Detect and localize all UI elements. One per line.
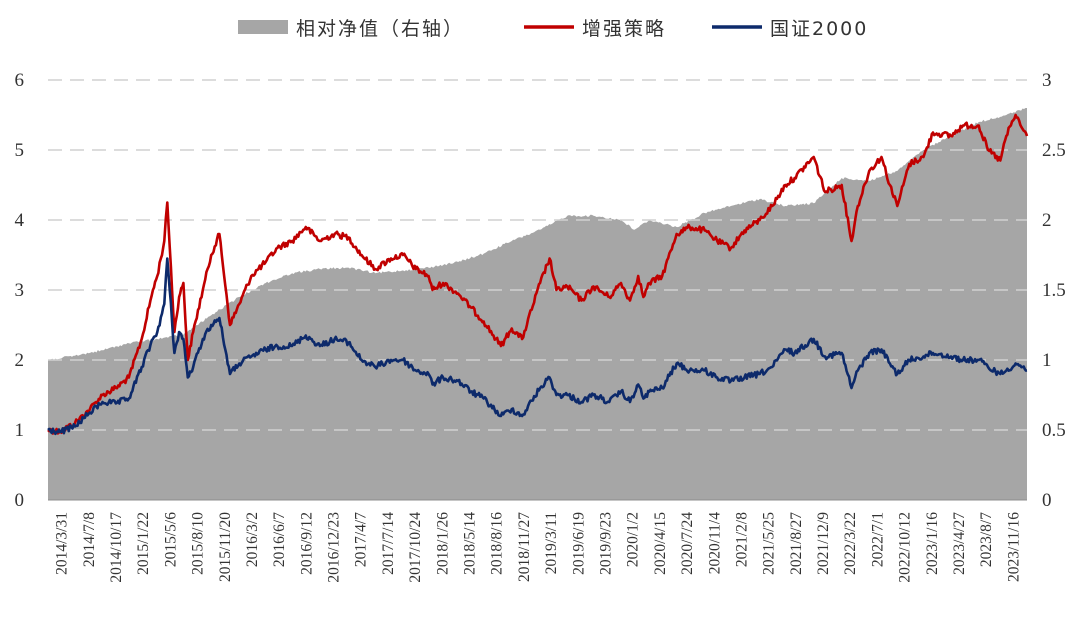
line-strategy [47, 113, 1029, 435]
x-tick-label: 2022/3/22 [842, 512, 859, 575]
right-tick-label: 2 [1042, 210, 1052, 231]
legend-label-area: 相对净值（右轴） [296, 18, 464, 40]
x-tick-label: 2016/3/2 [244, 512, 261, 567]
right-tick-label: 1.5 [1042, 280, 1066, 301]
x-tick-label: 2016/12/23 [326, 512, 343, 583]
x-tick-label: 2020/4/15 [652, 512, 669, 575]
right-tick-label: 0 [1042, 490, 1052, 511]
x-tick-label: 2021/12/9 [815, 512, 832, 575]
left-tick-label: 5 [15, 140, 25, 161]
legend-swatch-area [238, 20, 288, 34]
x-tick-label: 2023/8/7 [978, 512, 995, 567]
x-tick-label: 2019/3/11 [543, 512, 560, 574]
left-tick-label: 0 [15, 490, 25, 511]
x-tick-label: 2015/5/6 [162, 512, 179, 567]
area-relative-nav [48, 108, 1027, 500]
x-tick-label: 2017/10/24 [407, 512, 424, 583]
right-axis: 0 0.5 1 1.5 2 2.5 3 [1042, 70, 1066, 511]
left-tick-label: 6 [15, 70, 25, 91]
x-tick-label: 2020/11/4 [706, 512, 723, 575]
left-tick-label: 3 [15, 280, 25, 301]
x-tick-label: 2019/6/19 [570, 512, 587, 575]
left-tick-label: 1 [15, 420, 25, 441]
x-tick-label: 2018/1/26 [434, 512, 451, 575]
left-axis: 0 1 2 3 4 5 6 [15, 70, 25, 511]
x-tick-label: 2015/1/22 [135, 512, 152, 575]
line-index-2000 [47, 257, 1028, 436]
x-tick-label: 2022/7/1 [869, 512, 886, 567]
x-tick-label: 2019/9/23 [598, 512, 615, 575]
x-tick-label: 2014/3/31 [54, 512, 71, 575]
x-tick-label: 2017/4/7 [353, 512, 370, 567]
x-tick-label: 2018/11/27 [516, 512, 533, 582]
right-tick-label: 1 [1042, 350, 1052, 371]
legend-label-strategy: 增强策略 [582, 18, 666, 40]
right-tick-label: 3 [1042, 70, 1052, 91]
legend: 相对净值（右轴） 增强策略 国证2000 [238, 18, 868, 40]
right-tick-label: 0.5 [1042, 420, 1066, 441]
x-tick-label: 2023/1/16 [924, 512, 941, 575]
area-layer [48, 108, 1027, 500]
x-tick-label: 2021/8/27 [788, 512, 805, 575]
x-tick-label: 2021/2/8 [734, 512, 751, 567]
left-tick-label: 2 [15, 350, 25, 371]
x-tick-label: 2015/8/10 [190, 512, 207, 575]
x-tick-label: 2021/5/25 [761, 512, 778, 575]
x-tick-label: 2023/4/27 [951, 512, 968, 575]
x-tick-label: 2020/7/24 [679, 512, 696, 575]
x-axis: 2014/3/31 2014/7/8 2014/10/17 2015/1/22 2015… [54, 512, 1023, 583]
x-tick-label: 2023/11/16 [1005, 512, 1022, 582]
x-tick-label: 2015/11/20 [217, 512, 234, 582]
x-tick-label: 2017/7/14 [380, 512, 397, 575]
right-tick-label: 2.5 [1042, 140, 1066, 161]
x-tick-label: 2022/10/12 [897, 512, 914, 583]
x-tick-label: 2018/8/16 [489, 512, 506, 575]
left-tick-label: 4 [15, 210, 25, 231]
x-tick-label: 2018/5/14 [462, 512, 479, 575]
lines-layer [47, 113, 1029, 436]
legend-label-index: 国证2000 [770, 18, 868, 40]
x-tick-label: 2016/6/7 [271, 512, 288, 567]
x-tick-label: 2014/7/8 [81, 512, 98, 567]
x-tick-label: 2016/9/12 [298, 512, 315, 575]
x-tick-label: 2014/10/17 [108, 512, 125, 583]
x-tick-label: 2020/1/2 [625, 512, 642, 567]
